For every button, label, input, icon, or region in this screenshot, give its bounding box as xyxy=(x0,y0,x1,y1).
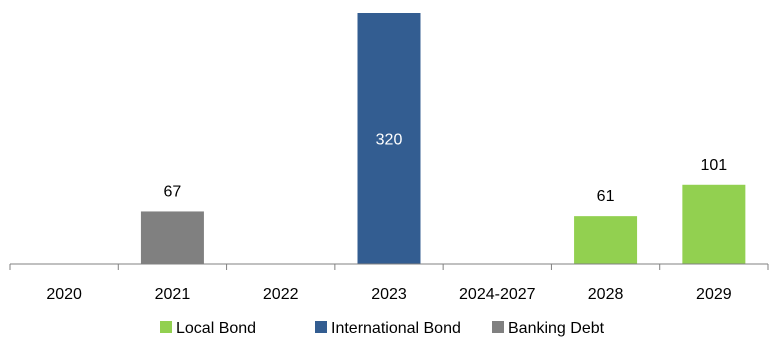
x-tick-label-2021: 2021 xyxy=(155,286,191,303)
bar-local-bond-2028 xyxy=(574,216,638,264)
x-tick-label-2028: 2028 xyxy=(588,286,624,303)
bar-international-bond-2023 xyxy=(357,13,421,264)
x-ticks-group xyxy=(9,264,769,270)
x-tick-label-2020: 2020 xyxy=(46,286,82,303)
x-tick-label-2023: 2023 xyxy=(371,286,407,303)
x-tick-labels-group: 2020 2021 2022 2023 2024-2027 2028 2029 xyxy=(46,286,731,303)
legend-swatch-local-bond xyxy=(160,321,172,333)
x-tick-label-2022: 2022 xyxy=(263,286,299,303)
x-tick-label-2029: 2029 xyxy=(696,286,732,303)
bar-local-bond-2029 xyxy=(682,184,746,264)
data-label-2023: 320 xyxy=(376,132,403,149)
data-label-2021: 67 xyxy=(164,183,182,200)
data-label-2029: 101 xyxy=(701,157,728,174)
x-tick-label-2024-2027: 2024-2027 xyxy=(459,286,536,303)
data-label-2028: 61 xyxy=(597,188,615,205)
legend-label-international-bond: International Bond xyxy=(331,320,461,337)
legend: Local Bond International Bond Banking Debt xyxy=(160,320,605,337)
legend-label-local-bond: Local Bond xyxy=(176,320,256,337)
legend-swatch-international-bond xyxy=(315,321,327,333)
data-labels-group: 67 320 61 101 xyxy=(164,132,728,206)
bars-group xyxy=(140,13,746,264)
bar-banking-debt-2021 xyxy=(140,211,204,264)
legend-swatch-banking-debt xyxy=(492,321,504,333)
legend-label-banking-debt: Banking Debt xyxy=(508,320,605,337)
